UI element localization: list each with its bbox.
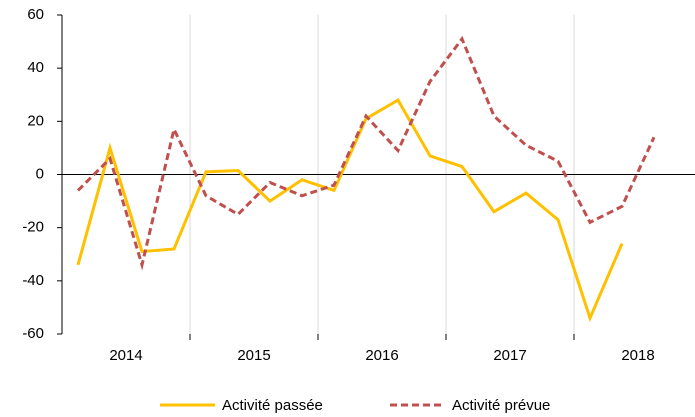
legend-label: Activité prévue	[452, 397, 550, 414]
y-tick-label: 20	[27, 112, 44, 129]
x-tick-label: 2016	[365, 347, 398, 364]
y-tick-label: -20	[22, 219, 44, 236]
series-line	[76, 35, 656, 271]
y-tick-label: 60	[27, 6, 44, 23]
y-tick-label: -60	[22, 325, 44, 342]
x-tick-label: 2017	[493, 347, 526, 364]
y-tick-label: 40	[27, 59, 44, 76]
y-tick-label: -40	[22, 272, 44, 289]
y-tick-label: 0	[36, 165, 44, 182]
x-tick-label: 2015	[237, 347, 270, 364]
legend-label: Activité passée	[222, 397, 323, 414]
x-tick-label: 2018	[621, 347, 654, 364]
x-tick-label: 2014	[109, 347, 142, 364]
series-line	[76, 98, 624, 323]
